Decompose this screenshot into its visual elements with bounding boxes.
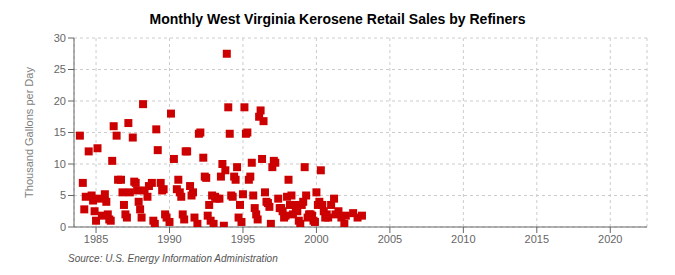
svg-text:30: 30 (54, 32, 66, 44)
svg-text:1995: 1995 (231, 233, 255, 245)
svg-text:0: 0 (60, 221, 66, 233)
svg-text:Thousand Gallons per Day: Thousand Gallons per Day (23, 67, 35, 198)
svg-text:2005: 2005 (378, 233, 402, 245)
svg-text:10: 10 (54, 158, 66, 170)
html-text:Monthly West Virginia Kerosene: Monthly West Virginia Kerosene Retail Sa… (149, 11, 526, 27)
html-text:Source: U.S. Energy Informatio: Source: U.S. Energy Information Administ… (68, 253, 278, 264)
svg-text:1990: 1990 (157, 233, 181, 245)
svg-text:1985: 1985 (84, 233, 108, 245)
svg-text:20: 20 (54, 95, 66, 107)
svg-text:2015: 2015 (525, 233, 549, 245)
svg-text:2000: 2000 (304, 233, 328, 245)
svg-text:5: 5 (60, 189, 66, 201)
svg-text:2020: 2020 (598, 233, 622, 245)
svg-text:25: 25 (54, 63, 66, 75)
svg-text:15: 15 (54, 126, 66, 138)
svg-text:2010: 2010 (451, 233, 475, 245)
